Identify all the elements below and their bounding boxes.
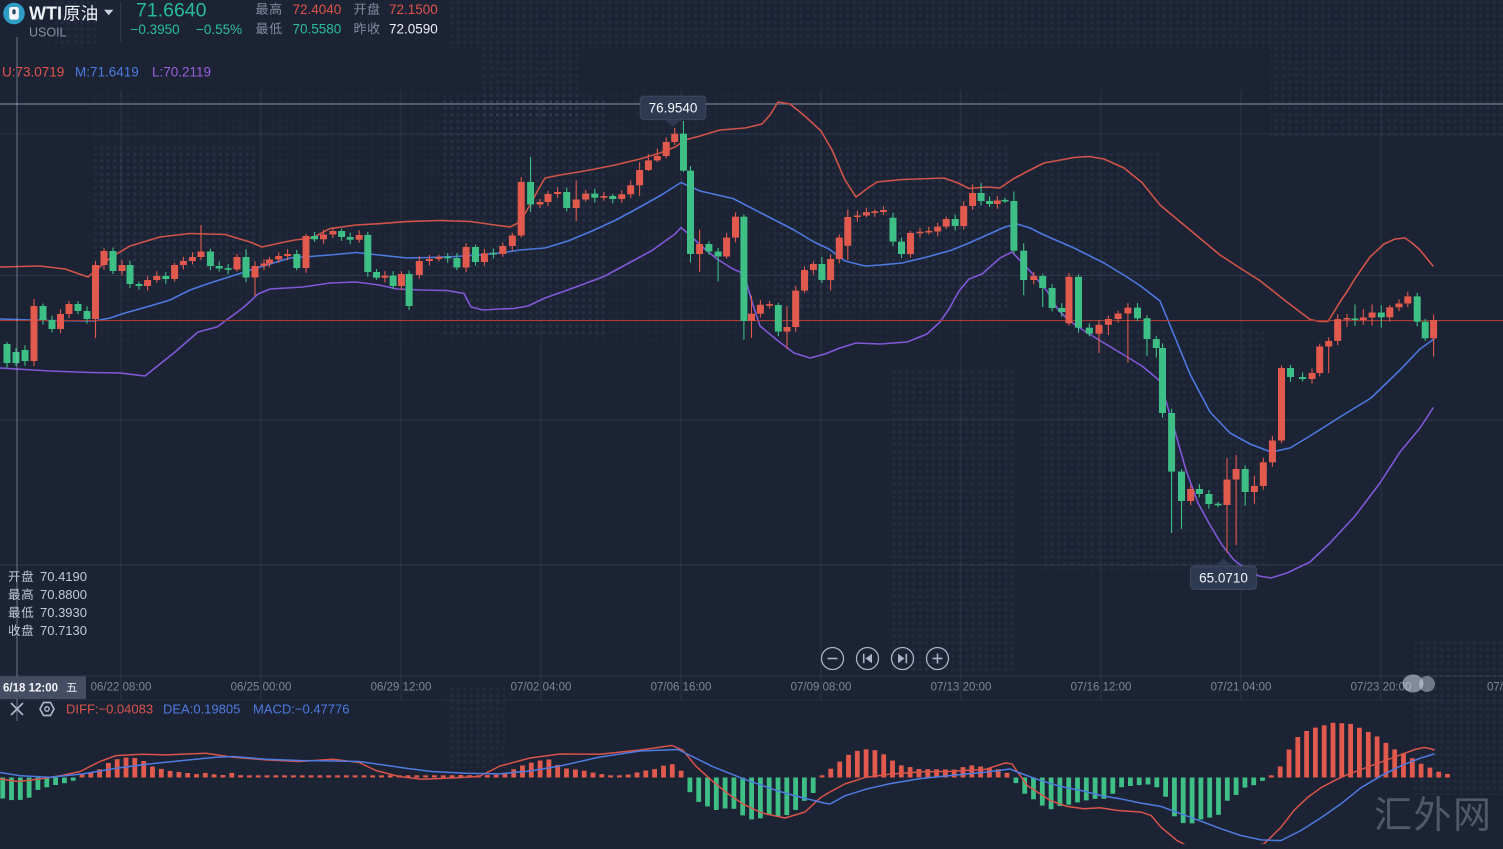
- svg-text:MACD:−0.47776: MACD:−0.47776: [253, 702, 349, 717]
- svg-text:07/02 04:00: 07/02 04:00: [511, 682, 572, 694]
- svg-text:70.3930: 70.3930: [40, 605, 87, 620]
- svg-text:06/22 08:00: 06/22 08:00: [91, 682, 152, 694]
- svg-text:65.0710: 65.0710: [1199, 571, 1248, 586]
- svg-text:72.1500: 72.1500: [389, 2, 438, 17]
- svg-text:07/09 08:00: 07/09 08:00: [791, 682, 852, 694]
- svg-text:70.8800: 70.8800: [40, 587, 87, 602]
- svg-text:−0.55%: −0.55%: [196, 22, 242, 37]
- svg-text:M:71.6419: M:71.6419: [75, 65, 139, 80]
- svg-text:07/16 12:00: 07/16 12:00: [1071, 682, 1132, 694]
- svg-text:07/21 04:00: 07/21 04:00: [1211, 682, 1272, 694]
- svg-text:70.4190: 70.4190: [40, 569, 87, 584]
- svg-text:70.7130: 70.7130: [40, 623, 87, 638]
- svg-text:WTI: WTI: [29, 4, 62, 24]
- svg-text:76.9540: 76.9540: [649, 101, 698, 116]
- svg-text:71.6640: 71.6640: [136, 0, 207, 22]
- svg-text:DEA:0.19805: DEA:0.19805: [163, 702, 240, 717]
- svg-text:72.0590: 72.0590: [389, 21, 438, 36]
- svg-text:07/: 07/: [1487, 682, 1503, 694]
- svg-text:L:70.2119: L:70.2119: [152, 65, 211, 80]
- svg-text:6/18 12:00: 6/18 12:00: [3, 683, 58, 695]
- svg-text:70.5580: 70.5580: [293, 21, 342, 36]
- svg-text:USOIL: USOIL: [29, 26, 67, 40]
- svg-text:07/13 20:00: 07/13 20:00: [931, 682, 992, 694]
- svg-text:DIFF:−0.04083: DIFF:−0.04083: [66, 702, 153, 717]
- svg-text:06/25 00:00: 06/25 00:00: [231, 682, 292, 694]
- svg-text:07/06 16:00: 07/06 16:00: [651, 682, 712, 694]
- svg-text:07/23 20:00: 07/23 20:00: [1351, 682, 1412, 694]
- svg-text:−0.3950: −0.3950: [131, 22, 180, 37]
- svg-text:06/29 12:00: 06/29 12:00: [371, 682, 432, 694]
- svg-text:72.4040: 72.4040: [293, 2, 342, 17]
- svg-text:U:73.0719: U:73.0719: [2, 65, 64, 80]
